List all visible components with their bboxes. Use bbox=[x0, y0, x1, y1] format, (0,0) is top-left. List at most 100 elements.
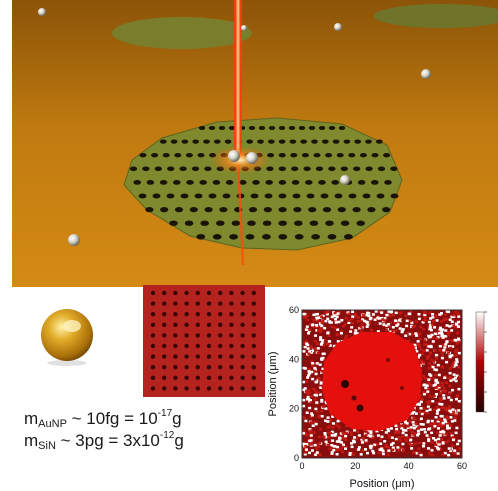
membrane-hole bbox=[359, 153, 367, 158]
membrane-hole bbox=[322, 207, 332, 213]
micrograph-hole bbox=[229, 365, 234, 370]
micrograph-hole bbox=[240, 375, 245, 380]
membrane-hole bbox=[308, 126, 316, 130]
micrograph-hole bbox=[162, 322, 167, 327]
micrograph-hole bbox=[195, 386, 200, 391]
membrane-hole bbox=[239, 180, 247, 185]
micrograph-hole bbox=[229, 343, 234, 349]
particle bbox=[421, 69, 431, 79]
membrane-hole bbox=[174, 207, 184, 213]
micrograph-hole bbox=[184, 354, 189, 359]
membrane-hole bbox=[309, 220, 319, 226]
particle bbox=[340, 175, 350, 185]
membrane-hole bbox=[146, 180, 155, 185]
membrane-hole bbox=[139, 153, 147, 158]
membrane-hole bbox=[300, 139, 308, 144]
micrograph-hole bbox=[150, 343, 156, 349]
gold-nanoparticle-sphere-icon bbox=[41, 309, 93, 366]
micrograph-hole bbox=[240, 386, 245, 391]
membrane-hole bbox=[266, 166, 274, 172]
membrane-hole bbox=[173, 180, 181, 185]
micrograph-hole bbox=[184, 386, 189, 391]
membrane-region bbox=[322, 332, 422, 431]
micrograph-hole bbox=[173, 322, 178, 327]
micrograph-hole bbox=[162, 312, 167, 317]
membrane-hole bbox=[375, 139, 383, 144]
membrane-hole bbox=[185, 153, 193, 158]
membrane-hole bbox=[376, 193, 385, 199]
membrane-hole bbox=[167, 166, 175, 172]
membrane-hole bbox=[290, 153, 298, 158]
micrograph-hole bbox=[184, 333, 189, 338]
membrane-hole bbox=[203, 139, 210, 144]
membrane-hole bbox=[268, 126, 276, 130]
micrograph-hole bbox=[206, 312, 212, 317]
micrograph-hole bbox=[184, 365, 189, 370]
membrane-hole bbox=[382, 207, 391, 213]
membrane-hole bbox=[337, 207, 346, 213]
micrograph-hole bbox=[206, 322, 212, 327]
particle-marker bbox=[386, 358, 390, 362]
membrane-hole bbox=[313, 153, 321, 158]
micrograph-hole bbox=[218, 354, 223, 359]
membrane-hole bbox=[208, 193, 217, 199]
membrane-hole bbox=[162, 153, 170, 158]
micrograph-hole bbox=[150, 333, 156, 338]
micrograph-hole bbox=[195, 322, 200, 327]
membrane-hole bbox=[294, 220, 303, 226]
axis-ticks: 0 20 40 60 0 20 40 60 bbox=[289, 305, 467, 471]
membrane-hole bbox=[332, 139, 340, 144]
membrane-hole bbox=[129, 166, 138, 172]
micrograph-hole bbox=[218, 333, 223, 338]
membrane-hole bbox=[340, 220, 350, 226]
micrograph-hole bbox=[218, 322, 223, 327]
membrane-hole bbox=[247, 220, 256, 226]
membrane-hole bbox=[180, 193, 189, 199]
micrograph-hole bbox=[184, 322, 189, 327]
membrane-hole bbox=[336, 153, 344, 158]
membrane-hole bbox=[204, 166, 212, 172]
membrane-hole bbox=[288, 126, 296, 130]
membrane-hole bbox=[371, 180, 379, 185]
colorbar bbox=[475, 311, 485, 413]
micrograph-hole bbox=[218, 375, 223, 380]
distant-membrane-right bbox=[374, 4, 498, 28]
membrane-hole bbox=[218, 126, 226, 130]
membrane-hole bbox=[303, 166, 311, 172]
membrane-hole bbox=[308, 207, 317, 213]
membrane-hole bbox=[159, 180, 168, 185]
membrane-hole bbox=[343, 139, 351, 144]
membrane-hole bbox=[198, 126, 206, 130]
membrane-hole bbox=[246, 139, 254, 144]
membrane-hole bbox=[328, 126, 336, 130]
particle bbox=[68, 234, 80, 246]
y-tick-label: 40 bbox=[289, 354, 299, 364]
membrane-hole bbox=[263, 207, 272, 213]
membrane-hole bbox=[278, 126, 286, 130]
membrane-hole bbox=[325, 153, 333, 158]
membrane-hole bbox=[365, 166, 373, 172]
membrane-hole bbox=[328, 166, 336, 172]
micrograph-hole bbox=[251, 375, 256, 380]
micrograph-hole bbox=[195, 290, 200, 296]
micrograph-hole bbox=[173, 386, 178, 391]
micrograph-hole bbox=[150, 312, 156, 317]
membrane-hole bbox=[245, 234, 255, 240]
membrane-hole bbox=[265, 180, 273, 185]
membrane-hole bbox=[278, 220, 287, 226]
particle bbox=[38, 8, 46, 16]
membrane-hole bbox=[278, 166, 286, 172]
membrane-hole bbox=[264, 193, 273, 199]
membrane-hole bbox=[298, 126, 306, 130]
micrograph-hole bbox=[150, 375, 156, 380]
distant-membrane-left bbox=[112, 17, 252, 49]
x-tick-label: 20 bbox=[350, 461, 360, 471]
particle bbox=[334, 23, 342, 31]
membrane-hole bbox=[252, 180, 260, 185]
membrane-hole bbox=[278, 193, 287, 199]
particle bbox=[228, 150, 240, 162]
micrograph-hole bbox=[240, 322, 245, 327]
membrane-hole bbox=[320, 193, 329, 199]
micrograph-hole bbox=[195, 375, 200, 380]
micrograph-hole bbox=[251, 354, 256, 359]
